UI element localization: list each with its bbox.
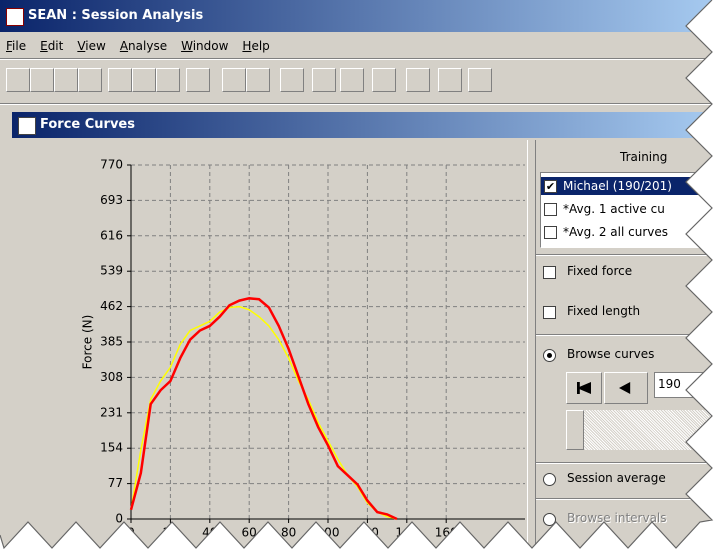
screenshot: SEAN : Session Analysis FileEditViewAnal… xyxy=(0,0,714,557)
torn-edge xyxy=(0,0,714,557)
torn-line xyxy=(0,0,712,548)
torn-mask xyxy=(0,0,714,557)
